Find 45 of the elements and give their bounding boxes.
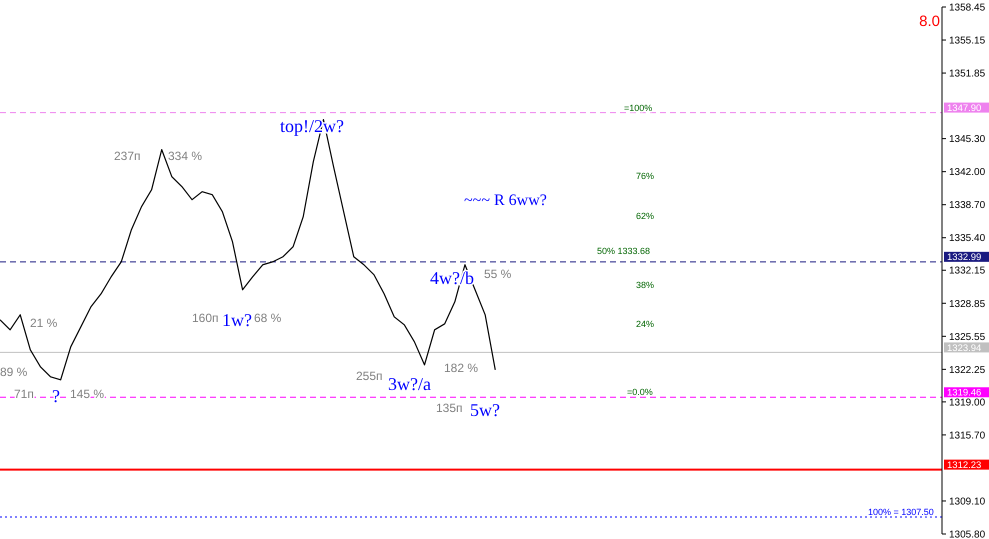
annotation: 1w? [222,310,252,330]
annotation: 3w?/a [388,374,431,394]
y-tick-label: 1335.40 [949,233,986,244]
annotation: 21 % [30,316,58,330]
ref-line-label: 1347.90 [947,102,982,114]
annotation: 55 % [484,267,512,281]
y-tick-label: 1355.15 [949,36,986,47]
annotation: 334 % [168,149,202,163]
annotation: ~~~ R 6ww? [464,192,547,209]
annotation: 62% [636,211,654,221]
annotation: 237п [114,149,141,163]
y-tick-label: 1305.80 [949,530,986,539]
annotation: 89 % [0,365,28,379]
y-tick-label: 1309.10 [949,496,986,508]
ref-line-label: 1312.23 [947,460,982,471]
annotation: 182 % [444,361,478,375]
y-tick-label: 1319.00 [949,397,986,408]
annotation: =100% [624,103,652,113]
y-tick-label: 1345.30 [949,134,986,146]
annotation: 8.0 [919,13,940,30]
y-tick-label: 1358.45 [949,2,986,14]
annotation: ? [52,386,60,406]
annotation: 100% = 1307.50 [868,507,934,517]
annotation: 5w? [470,400,500,420]
ref-line-label: 1323.94 [947,342,982,354]
ref-line-label: 1332.99 [947,252,982,264]
annotation: 255п [356,369,383,383]
ref-line-label: 1319.46 [947,388,982,399]
annotation: 71п [14,387,34,401]
y-tick-label: 1328.85 [949,298,986,310]
y-tick-label: 1351.85 [949,68,986,80]
annotation: 24% [636,319,654,329]
y-tick-label: 1315.70 [949,430,986,442]
y-tick-label: 1342.00 [949,167,986,178]
y-tick-label: 1322.25 [949,364,986,376]
annotation: 50% 1333.68 [597,246,650,256]
y-tick-label: 1325.55 [949,332,986,343]
y-tick-label: 1338.70 [949,200,986,212]
y-tick-label: 1332.15 [949,266,986,277]
annotation: 135п [436,401,463,415]
annotation: 38% [636,280,654,290]
annotation: 160п [192,311,219,325]
annotation: 76% [636,171,654,181]
annotation: 68 % [254,311,282,325]
annotation: =0.0% [627,387,653,397]
